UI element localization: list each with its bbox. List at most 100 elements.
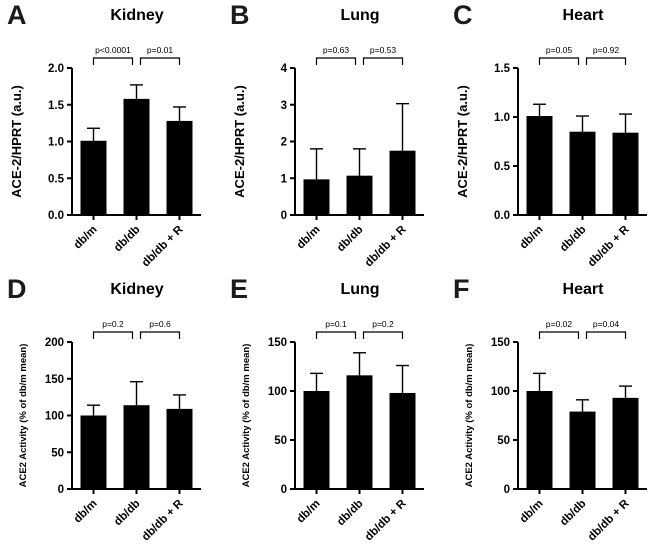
p-value-label: p=0.6 (149, 319, 171, 329)
p-value-label: p=0.2 (102, 319, 124, 329)
bar (80, 140, 107, 215)
p-value-label: p=0.01 (147, 45, 174, 55)
panel-letter: C (453, 0, 473, 30)
panel-b-lung-expression: B Lung 0 1 2 3 4 ACE-2/HPRT (a.u.) db/m db/db db… (223, 0, 446, 274)
bar (166, 120, 193, 215)
y-tick-label: 50 (497, 435, 510, 447)
y-tick-label: 2 (281, 137, 287, 149)
significance-bracket (315, 331, 357, 339)
y-tick-label: 1 (281, 173, 288, 185)
y-tick-label: 150 (45, 374, 64, 386)
panel-title: Kidney (110, 281, 164, 298)
y-tick-label: 200 (45, 337, 64, 349)
significance-bracket (538, 57, 580, 65)
y-tick-label: 150 (491, 337, 510, 349)
p-value-label: p=0.63 (323, 45, 350, 55)
x-tick-label: db/m (518, 224, 546, 252)
panel-f-heart-activity: F Heart 0 50 100 150 ACE2 Activity (% of db/… (446, 274, 669, 548)
y-tick-label: 100 (268, 386, 287, 398)
x-tick-label: db/db + R (140, 223, 186, 269)
y-axis-title: ACE-2/HPRT (a.u.) (455, 85, 470, 198)
x-tick-label: db/m (72, 498, 100, 526)
x-tick-label: db/db (112, 224, 143, 255)
panel-letter: E (230, 274, 249, 304)
panel-title: Heart (562, 281, 604, 298)
y-axis-title: ACE-2/HPRT (a.u.) (9, 85, 24, 198)
x-tick-label: db/db + R (586, 497, 632, 543)
y-tick-label: 0.5 (48, 173, 65, 185)
x-tick-label: db/db (335, 498, 366, 529)
y-tick-label: 1.5 (48, 100, 65, 112)
y-tick-label: 0 (281, 484, 287, 496)
x-tick-label: db/db + R (586, 223, 632, 269)
bar (80, 415, 107, 489)
bar (569, 131, 596, 215)
bar (303, 391, 330, 489)
bar (526, 116, 553, 215)
significance-bracket (315, 57, 357, 65)
bar (389, 150, 416, 215)
significance-bracket (362, 331, 404, 339)
bar (612, 397, 639, 489)
panel-title: Kidney (110, 7, 164, 24)
p-value-label: p<0.0001 (95, 45, 131, 55)
bar (346, 375, 373, 489)
x-tick-label: db/db + R (363, 497, 409, 543)
x-tick-label: db/db + R (140, 497, 186, 543)
bar (526, 391, 553, 489)
panel-e-lung-activity: E Lung 0 50 100 150 ACE2 Activity (% of db/m… (223, 274, 446, 548)
p-value-label: p=0.1 (325, 319, 347, 329)
x-tick-label: db/m (518, 498, 546, 526)
bar (123, 405, 150, 489)
bar (346, 175, 373, 215)
panel-c-heart-expression: C Heart 0.0 0.5 1.0 1.5 ACE-2/HPRT (a.u.) db/… (446, 0, 669, 274)
bar (612, 132, 639, 215)
x-tick-label: db/m (295, 498, 323, 526)
y-tick-label: 150 (268, 337, 287, 349)
y-axis-title: ACE2 Activity (% of db/m mean) (241, 344, 252, 488)
x-tick-label: db/db + R (363, 223, 409, 269)
x-tick-label: db/db (112, 498, 143, 529)
bar (123, 98, 150, 215)
panel-title: Lung (340, 7, 380, 24)
y-tick-label: 50 (274, 435, 287, 447)
significance-bracket (92, 331, 134, 339)
bar (389, 392, 416, 489)
panel-d-kidney-activity: D Kidney 0 50 100 150 200 ACE2 Activity (% of… (0, 274, 223, 548)
y-tick-label: 0 (58, 484, 64, 496)
p-value-label: p=0.92 (593, 45, 620, 55)
panel-a-kidney-expression: A Kidney 0.0 0.5 1.0 1.5 2.0 ACE-2/HPRT (a.u.… (0, 0, 223, 274)
y-tick-label: 3 (281, 100, 287, 112)
y-tick-label: 1.5 (494, 63, 511, 75)
significance-bracket (362, 57, 404, 65)
y-tick-label: 50 (51, 447, 64, 459)
y-tick-label: 0 (504, 484, 510, 496)
bar-chart-heart-ace2-expression: 0.0 0.5 1.0 1.5 ACE-2/HPRT (a.u.) db/m db/dbdb… (455, 45, 647, 269)
x-tick-label: db/db (558, 498, 589, 529)
p-value-label: p=0.05 (546, 45, 573, 55)
bar-chart-lung-ace2-activity: 0 50 100 150 ACE2 Activity (% of db/m mean) d… (241, 319, 424, 543)
significance-bracket (585, 57, 627, 65)
y-tick-label: 0 (281, 210, 287, 222)
significance-bracket (139, 331, 181, 339)
x-tick-label: db/m (295, 224, 323, 252)
y-tick-label: 4 (281, 63, 288, 75)
y-axis-title: ACE2 Activity (% of db/m mean) (18, 344, 29, 488)
y-tick-label: 100 (491, 386, 510, 398)
y-axis-title: ACE-2/HPRT (a.u.) (232, 85, 247, 198)
panel-letter: D (7, 274, 27, 304)
panel-letter: A (7, 0, 27, 30)
significance-bracket (538, 331, 580, 339)
y-axis-title: ACE2 Activity (% of db/m mean) (464, 344, 475, 488)
x-tick-label: db/db (335, 224, 366, 255)
bar (569, 411, 596, 489)
y-tick-label: 0.0 (48, 210, 64, 222)
panel-title: Lung (340, 281, 380, 298)
bar-chart-kidney-ace2-expression: 0.0 0.5 1.0 1.5 2.0 ACE-2/HPRT (a.u.) db/m db/d… (9, 45, 201, 269)
panel-title: Heart (562, 7, 604, 24)
y-tick-label: 0.0 (494, 210, 510, 222)
bar-chart-kidney-ace2-activity: 0 50 100 150 200 ACE2 Activity (% of db/m mea… (18, 319, 201, 543)
p-value-label: p=0.2 (372, 319, 394, 329)
